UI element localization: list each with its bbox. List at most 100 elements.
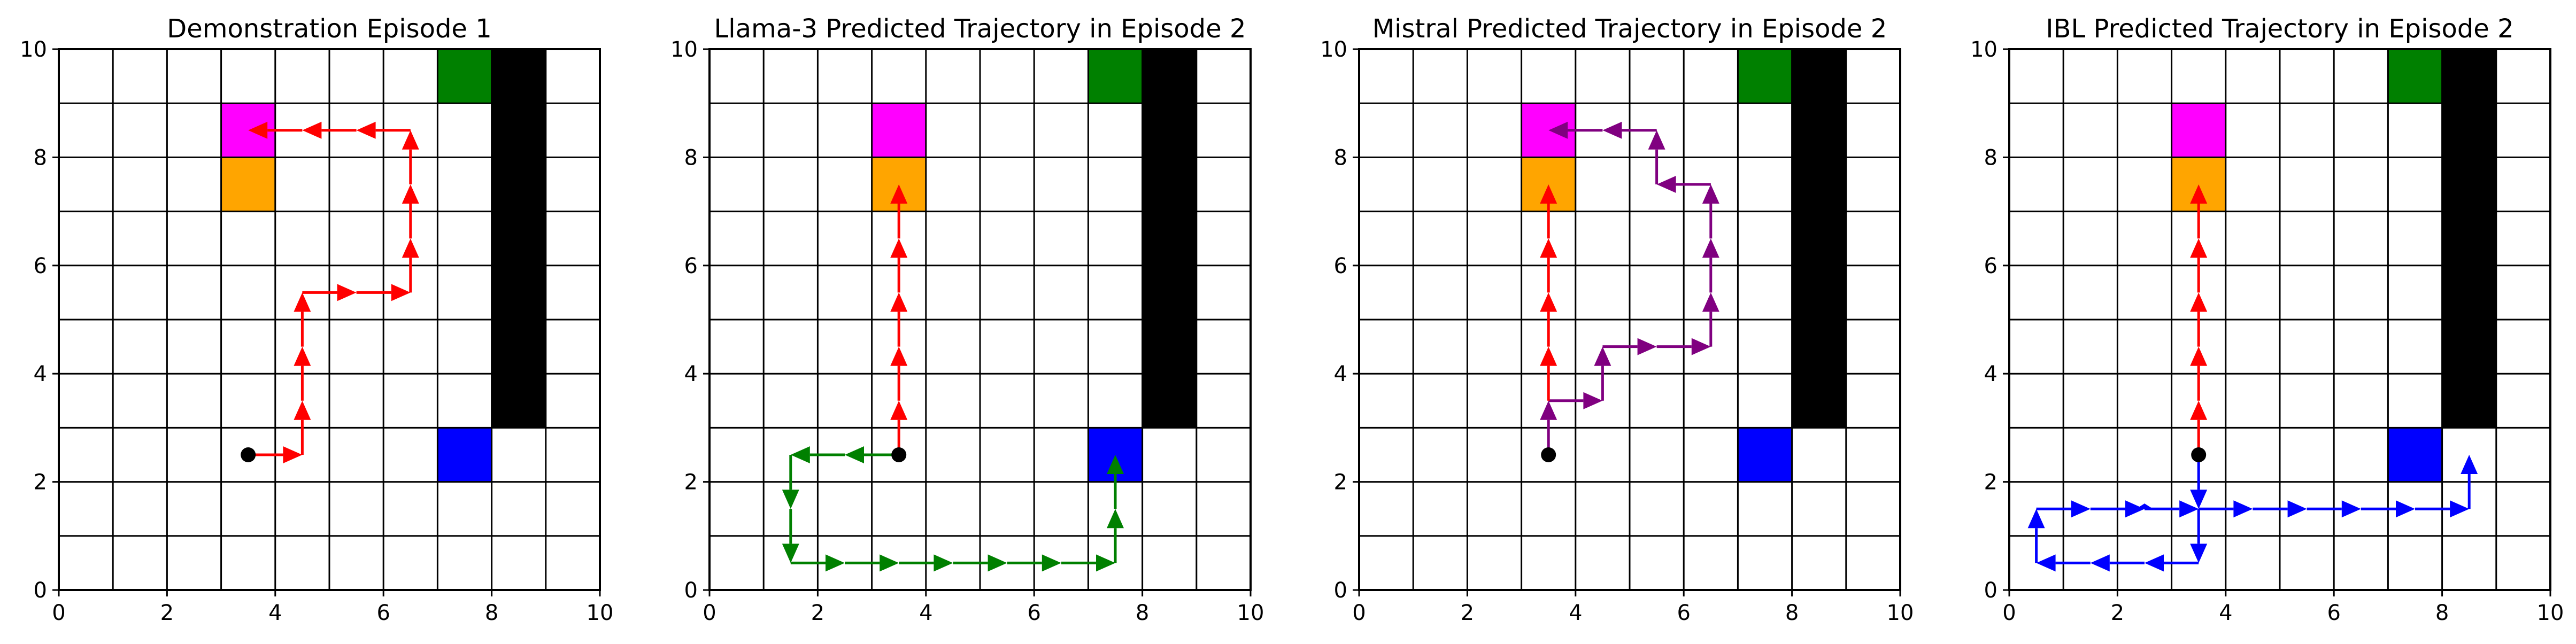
x-tick-label: 10 <box>1237 601 1264 625</box>
trajectory-arrowhead <box>1548 121 1568 139</box>
trajectory <box>1540 121 1719 455</box>
grid-cell-fill <box>2388 428 2442 482</box>
trajectory <box>2136 503 2153 509</box>
panels: Demonstration Episode 1 0 2 4 6 8 10 0 2 4 6 8 10 Lla… <box>20 14 2564 625</box>
y-tick-label: 2 <box>34 470 47 495</box>
y-tick-label: 6 <box>1334 254 1347 278</box>
grid-cell-fill <box>1088 49 1143 104</box>
trajectory-arrowhead <box>2461 455 2478 474</box>
x-tick-label: 10 <box>587 601 614 625</box>
panel-3: Mistral Predicted Trajectory in Episode … <box>1320 14 1914 625</box>
trajectory-arrowhead <box>988 554 1007 572</box>
x-tick-label: 2 <box>811 601 824 625</box>
trajectory-arrowhead <box>1702 292 1719 312</box>
x-tick-label: 6 <box>1027 601 1040 625</box>
y-tick-label: 8 <box>1334 145 1347 170</box>
axes-frame <box>2008 48 2551 591</box>
trajectory-arrowhead <box>826 554 845 572</box>
y-tick-label: 10 <box>20 37 47 62</box>
trajectory-arrowhead <box>1583 392 1603 409</box>
panel-title: Llama-3 Predicted Trajectory in Episode … <box>714 14 1246 44</box>
panel-title: Demonstration Episode 1 <box>167 14 492 44</box>
grid-cell-fill <box>437 428 492 482</box>
y-tick-label: 2 <box>1984 470 1997 495</box>
trajectory-arrowhead <box>2071 500 2091 518</box>
trajectory-arrowhead <box>2027 509 2045 529</box>
x-tick-label: 0 <box>703 601 716 625</box>
x-tick-label: 6 <box>376 601 390 625</box>
trajectory-arrowhead <box>2190 544 2208 563</box>
trajectory-arrowhead <box>2145 554 2164 572</box>
grid-cell-fill <box>2388 49 2442 104</box>
y-tick-label: 4 <box>34 362 47 386</box>
x-tick-label: 2 <box>160 601 174 625</box>
trajectory-arrowhead <box>2450 500 2470 518</box>
trajectory <box>248 121 419 463</box>
y-tick-label: 8 <box>684 145 698 170</box>
trajectory-arrowhead <box>1594 346 1611 366</box>
trajectory-arrowhead <box>880 554 899 572</box>
panel-1: Demonstration Episode 1 0 2 4 6 8 10 0 2 4 6 8 10 <box>20 14 613 625</box>
grid-cell-fill <box>491 49 546 428</box>
y-tick-label: 2 <box>1334 470 1347 495</box>
x-tick-label: 10 <box>1887 601 1914 625</box>
axes-frame <box>708 48 1252 591</box>
trajectory-arrowhead <box>1648 130 1665 150</box>
trajectory <box>1540 184 1557 401</box>
trajectory <box>2190 184 2208 455</box>
x-tick-label: 0 <box>1352 601 1366 625</box>
trajectory-arrowhead <box>2125 500 2145 518</box>
trajectory-arrowhead <box>294 292 311 312</box>
trajectory-arrowhead <box>2190 490 2208 509</box>
panel-2: Llama-3 Predicted Trajectory in Episode … <box>670 14 1264 625</box>
x-tick-label: 0 <box>52 601 65 625</box>
grid-cell-fill <box>1792 49 1846 428</box>
y-tick-label: 6 <box>34 254 47 278</box>
x-tick-label: 4 <box>2219 601 2232 625</box>
trajectory-arrowhead <box>1107 455 1124 474</box>
trajectory-arrowhead <box>356 121 376 139</box>
trajectory <box>782 446 1124 572</box>
grid-cell-fill <box>1738 428 1792 482</box>
trajectory-arrowhead <box>2190 346 2208 366</box>
y-tick-label: 8 <box>1984 145 1997 170</box>
grid-cell-fill <box>2442 49 2496 428</box>
panel-title: Mistral Predicted Trajectory in Episode … <box>1372 14 1887 44</box>
trajectory-arrowhead <box>845 446 864 463</box>
trajectory-arrowhead <box>1540 346 1557 366</box>
y-tick-label: 6 <box>1984 254 1997 278</box>
trajectory-arrowhead <box>2287 500 2307 518</box>
trajectory-arrowhead <box>934 554 953 572</box>
start-point <box>891 447 907 462</box>
trajectory-arrowhead <box>2136 503 2153 509</box>
y-tick-label: 4 <box>684 362 698 386</box>
trajectory-arrowhead <box>1702 238 1719 258</box>
trajectory-arrowhead <box>890 238 908 258</box>
trajectory-arrowhead <box>2233 500 2253 518</box>
x-tick-label: 6 <box>2327 601 2340 625</box>
x-tick-label: 4 <box>268 601 282 625</box>
grid-cell-fill <box>871 103 926 158</box>
trajectory-arrowhead <box>2396 500 2415 518</box>
trajectory <box>2027 455 2478 572</box>
x-tick-label: 6 <box>1677 601 1690 625</box>
trajectory-arrowhead <box>248 121 268 139</box>
trajectory-arrowhead <box>283 446 303 463</box>
x-tick-label: 2 <box>2111 601 2124 625</box>
y-tick-label: 10 <box>670 37 698 62</box>
y-tick-label: 0 <box>684 578 698 603</box>
y-tick-label: 0 <box>1984 578 1997 603</box>
trajectory-arrowhead <box>2036 554 2056 572</box>
trajectory-arrowhead <box>2190 292 2208 312</box>
y-tick-label: 8 <box>34 145 47 170</box>
x-tick-label: 4 <box>919 601 932 625</box>
y-tick-label: 10 <box>1970 37 1997 62</box>
trajectory-arrowhead <box>337 284 357 301</box>
trajectory-arrowhead <box>1540 238 1557 258</box>
x-tick-label: 8 <box>485 601 498 625</box>
trajectory-arrowhead <box>1702 184 1719 204</box>
trajectory-arrowhead <box>2190 400 2208 420</box>
trajectory-arrowhead <box>402 238 419 258</box>
trajectory-arrowhead <box>294 400 311 420</box>
